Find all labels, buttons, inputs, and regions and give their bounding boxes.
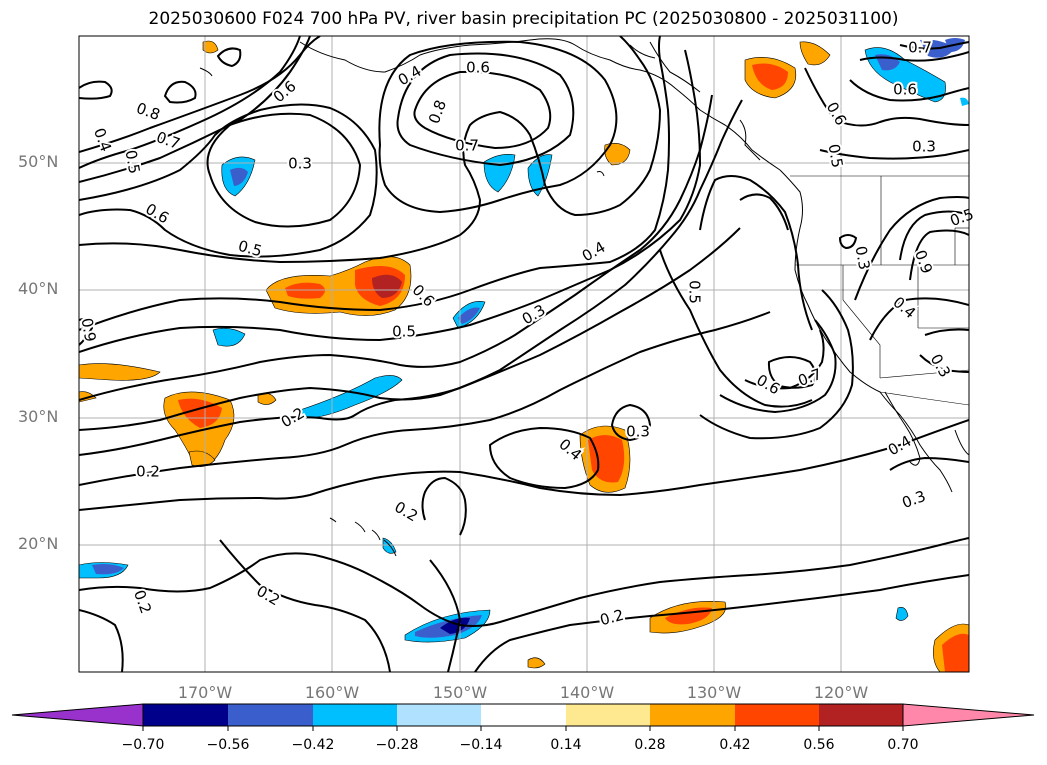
political-borders [790, 175, 969, 406]
contour-label: 0.3 [626, 423, 650, 441]
lon-label-160w: 160°W [304, 683, 360, 702]
contour-label: 0.2 [136, 463, 160, 481]
lat-label-30n: 30°N [18, 407, 59, 426]
colorbar-tick-label: −0.28 [375, 737, 419, 753]
colorbar-bin [650, 704, 735, 726]
colorbar-tick-label: −0.14 [459, 737, 503, 753]
contour-label: 0.5 [686, 280, 704, 304]
map-title: 2025030600 F024 700 hPa PV, river basin … [148, 9, 899, 29]
map-gridlines [79, 36, 969, 672]
colorbar-bin [735, 704, 819, 726]
colorbar-bin [313, 704, 397, 726]
lon-label-140w: 140°W [559, 683, 615, 702]
negative-anomaly-shading [79, 38, 969, 643]
contour-label: 0.7 [455, 137, 479, 155]
colorbar-bin [228, 704, 313, 726]
lon-label-150w: 150°W [432, 683, 488, 702]
colorbar-bin [566, 704, 650, 726]
colorbar-tick-label: −0.70 [121, 737, 165, 753]
colorbar-bin [819, 704, 903, 726]
map-frame [78, 35, 970, 673]
colorbar-tick-label: 0.42 [719, 737, 751, 753]
colorbar [11, 703, 1035, 731]
lat-label-20n: 20°N [18, 534, 59, 553]
colorbar-tick-label: −0.56 [206, 737, 250, 753]
contour-label: 0.7 [908, 39, 932, 57]
north-america-coast [779, 169, 953, 493]
colorbar-low-extension [11, 703, 144, 727]
contour-label: 0.9 [78, 317, 100, 344]
contour-label: 0.6 [893, 81, 917, 99]
lon-label-170w: 170°W [177, 683, 233, 702]
contour-label: 0.6 [466, 59, 490, 77]
pv-contours [79, 36, 969, 672]
lat-label-40n: 40°N [18, 279, 59, 298]
contour-label: 0.3 [288, 155, 312, 173]
colorbar-tick-label: 0.28 [634, 737, 666, 753]
colorbar-tick-label: 0.14 [550, 737, 582, 753]
lon-label-130w: 130°W [686, 683, 742, 702]
colorbar-tick-label: 0.70 [887, 737, 919, 753]
contour-label: 0.5 [392, 323, 416, 341]
hawaii-coast [354, 521, 397, 557]
colorbar-tick-label: 0.56 [803, 737, 835, 753]
colorbar-high-extension [902, 703, 1035, 727]
colorbar-bin [481, 704, 566, 726]
lon-label-120w: 120°W [813, 683, 869, 702]
colorbar-tick-label: −0.42 [291, 737, 335, 753]
alaska-coast [299, 38, 781, 171]
colorbar-bin [143, 704, 228, 726]
lat-label-50n: 50°N [18, 152, 59, 171]
contour-label: 0.3 [912, 138, 936, 156]
colorbar-bin [397, 704, 481, 726]
